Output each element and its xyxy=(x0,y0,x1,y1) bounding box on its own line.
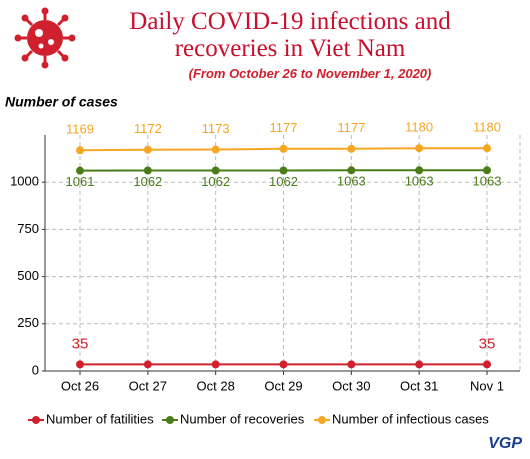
point xyxy=(76,146,84,155)
value-label: 1062 xyxy=(201,174,230,189)
x-tick-label: Oct 31 xyxy=(400,378,438,393)
value-label: 1180 xyxy=(405,120,433,135)
point xyxy=(143,360,152,369)
x-tick-label: Oct 28 xyxy=(197,378,235,393)
point xyxy=(211,145,220,154)
point xyxy=(211,360,220,369)
virus-icon xyxy=(14,7,76,69)
value-label: 1177 xyxy=(337,120,365,135)
point xyxy=(279,166,288,175)
point xyxy=(76,166,84,175)
value-label: 1062 xyxy=(269,174,298,189)
point xyxy=(279,144,288,153)
y-axis-label: Number of cases xyxy=(5,94,118,110)
point xyxy=(143,166,152,175)
logo: VGP xyxy=(488,435,522,452)
value-label: 1177 xyxy=(270,120,298,135)
point xyxy=(483,360,491,369)
point xyxy=(347,360,356,369)
point xyxy=(211,166,220,175)
point xyxy=(415,144,424,153)
value-label: 1062 xyxy=(133,174,162,189)
y-tick-label: 250 xyxy=(17,315,39,330)
value-label: 1061 xyxy=(66,174,95,189)
point xyxy=(76,360,84,369)
chart-subtitle: (From October 26 to November 1, 2020) xyxy=(188,66,432,81)
legend-label: Number of infectious cases xyxy=(332,411,489,426)
point xyxy=(483,166,491,175)
x-tick-label: Nov 1 xyxy=(470,378,504,393)
y-tick-label: 750 xyxy=(17,221,39,236)
point xyxy=(279,360,288,369)
legend-label: Number of fatilities xyxy=(46,411,154,426)
value-label: 1063 xyxy=(337,174,366,189)
x-tick-label: Oct 30 xyxy=(332,378,370,393)
value-label: 1180 xyxy=(473,120,501,135)
y-tick-label: 1000 xyxy=(10,174,39,189)
point xyxy=(483,144,491,153)
value-label: 1173 xyxy=(202,121,230,136)
value-label: 1063 xyxy=(405,174,434,189)
legend-label: Number of recoveries xyxy=(180,411,305,426)
x-tick-label: Oct 27 xyxy=(129,378,167,393)
y-tick-label: 500 xyxy=(17,268,39,283)
point xyxy=(347,166,356,175)
chart-title: Daily COVID-19 infections and recoveries… xyxy=(129,8,451,62)
point xyxy=(143,145,152,154)
point xyxy=(415,166,424,175)
y-tick-label: 0 xyxy=(32,362,39,377)
value-label: 1172 xyxy=(134,121,162,136)
point xyxy=(347,144,356,153)
value-label: 1169 xyxy=(66,122,94,137)
value-label: 1063 xyxy=(473,174,502,189)
x-tick-label: Oct 26 xyxy=(61,378,99,393)
point xyxy=(415,360,424,369)
value-label: 35 xyxy=(72,335,89,352)
value-label: 35 xyxy=(479,335,496,352)
x-tick-label: Oct 29 xyxy=(264,378,302,393)
